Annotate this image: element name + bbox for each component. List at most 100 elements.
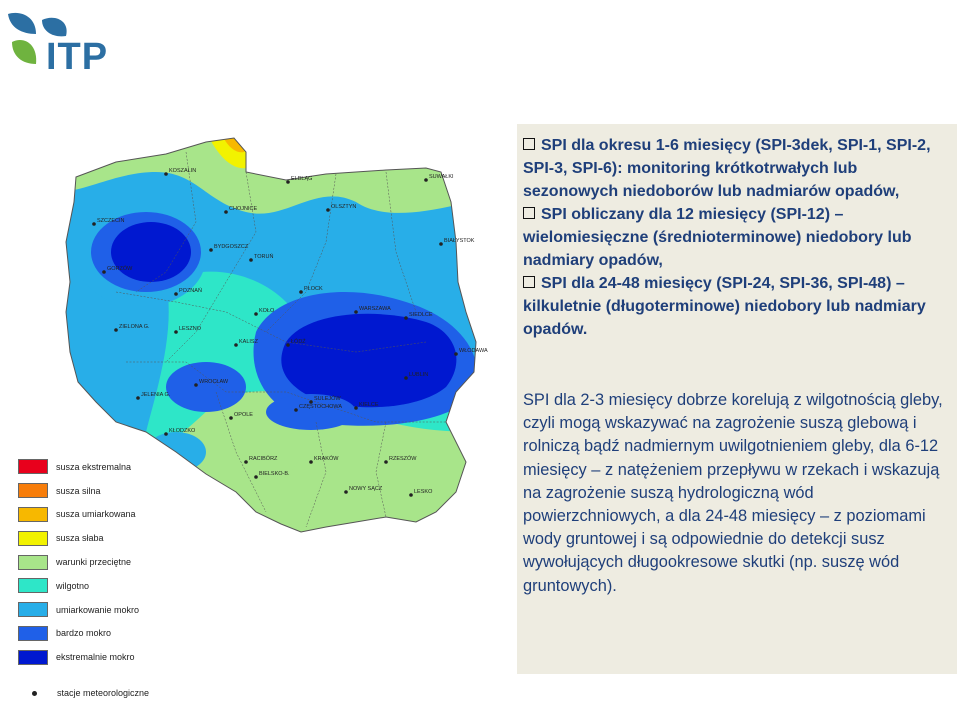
legend-label: wilgotno (56, 580, 90, 591)
legend-label: bardzo mokro (56, 628, 112, 639)
station-marker (404, 316, 408, 320)
city-label: KIELCE (359, 402, 379, 408)
city-label: KRAKÓW (314, 455, 339, 462)
legend-label: susza umiarkowana (56, 509, 136, 520)
station-marker (209, 248, 213, 252)
legend-label: ekstremalnie mokro (56, 652, 135, 663)
station-marker (309, 460, 313, 464)
station-marker (409, 493, 413, 497)
legend-item: ekstremalnie mokro (18, 645, 188, 669)
spi-map: KOSZALIN SUWAŁKI ELBLĄG OLSZTYN CHOJNICE SZCZ… (65, 137, 488, 533)
city-label: POZNAŃ (179, 287, 202, 294)
legend-swatch (18, 625, 48, 641)
city-label: LUBLIN (409, 372, 428, 378)
legend-item: umiarkowanie mokro (18, 598, 188, 622)
itp-logo: ITP (6, 6, 109, 78)
station-dot-icon (32, 690, 37, 696)
legend-swatch (18, 649, 48, 665)
city-label: WARSZAWA (359, 306, 391, 312)
city-label: NOWY SĄCZ (349, 486, 383, 492)
logo-text: ITP (46, 36, 109, 78)
station-marker (254, 312, 258, 316)
legend-label: umiarkowanie mokro (56, 604, 140, 615)
city-label: SUWAŁKI (429, 174, 454, 180)
city-label: SZCZECIN (97, 218, 125, 224)
city-label: PŁOCK (304, 286, 323, 292)
station-marker (254, 475, 258, 479)
city-label: BYDGOSZCZ (214, 244, 249, 250)
legend-swatch (18, 459, 48, 475)
station-marker (249, 258, 253, 262)
station-marker (424, 178, 428, 182)
legend-item: warunki przeciętne (18, 550, 188, 574)
legend-item: susza ekstremalna (18, 455, 188, 479)
city-label: CHOJNICE (229, 206, 257, 212)
legend-item: bardzo mokro (18, 622, 188, 646)
station-marker (92, 222, 96, 226)
station-marker (244, 460, 248, 464)
legend-item: susza słaba (18, 526, 188, 550)
legend-label: warunki przeciętne (56, 557, 132, 568)
legend-station-label: stacje meteorologiczne (57, 688, 150, 699)
station-marker (454, 352, 458, 356)
station-marker (164, 432, 168, 436)
logo-leaves-icon (8, 12, 67, 64)
info-panel: SPI dla okresu 1-6 miesięcy (SPI-3dek, S… (517, 124, 957, 674)
city-label: WŁODAWA (459, 348, 488, 354)
checkbox-bullet-icon (523, 207, 535, 219)
station-marker (194, 383, 198, 387)
legend-item: wilgotno (18, 574, 188, 598)
legend-label: susza słaba (56, 533, 104, 544)
city-label: KOSZALIN (169, 168, 196, 174)
city-label: LESZNO (179, 326, 202, 332)
station-marker (344, 490, 348, 494)
legend-station: stacje meteorologiczne (18, 683, 188, 703)
station-marker (174, 292, 178, 296)
station-marker (229, 416, 233, 420)
city-label: CZĘSTOCHOWA (299, 404, 342, 410)
bullet-list: SPI dla okresu 1-6 miesięcy (SPI-3dek, S… (523, 134, 951, 341)
legend-item: susza silna (18, 479, 188, 503)
station-marker (294, 408, 298, 412)
legend-swatch (18, 530, 48, 546)
legend-swatch (18, 506, 48, 522)
city-label: WROCŁAW (199, 379, 229, 385)
city-label: ŁÓDŹ (291, 338, 306, 345)
city-label: BIAŁYSTOK (444, 238, 475, 244)
city-label: KALISZ (239, 339, 259, 345)
city-label: KŁODZKO (169, 428, 196, 434)
station-marker (114, 328, 118, 332)
station-marker (286, 180, 290, 184)
station-marker (354, 310, 358, 314)
city-label: LESKO (414, 489, 433, 495)
city-label: OLSZTYN (331, 204, 356, 210)
station-marker (164, 172, 168, 176)
station-marker (234, 343, 238, 347)
bullet-spi-long: SPI dla 24-48 miesięcy (SPI-24, SPI-36, … (523, 275, 926, 338)
station-marker (404, 376, 408, 380)
bullet-spi-short: SPI dla okresu 1-6 miesięcy (SPI-3dek, S… (523, 137, 931, 200)
station-marker (354, 406, 358, 410)
legend-swatch (18, 578, 48, 594)
body-paragraph: SPI dla 2-3 miesięcy dobrze korelują z w… (523, 391, 943, 595)
station-marker (136, 396, 140, 400)
checkbox-bullet-icon (523, 138, 535, 150)
legend-label: susza ekstremalna (56, 461, 132, 472)
legend-swatch (18, 554, 48, 570)
station-marker (439, 242, 443, 246)
legend-item: susza umiarkowana (18, 503, 188, 527)
city-label: JELENIA G. (141, 392, 171, 398)
city-label: KOŁO (259, 308, 275, 314)
legend-swatch (18, 602, 48, 618)
city-label: ELBLĄG (291, 176, 312, 182)
bullet-spi-12: SPI obliczany dla 12 miesięcy (SPI-12) –… (523, 206, 912, 269)
legend-swatch (18, 483, 48, 499)
map-legend: susza ekstremalna susza silna susza umiark… (18, 455, 188, 703)
station-marker (102, 270, 106, 274)
city-label: TORUŃ (254, 253, 273, 260)
checkbox-bullet-icon (523, 276, 535, 288)
city-label: BIELSKO-B. (259, 471, 290, 477)
station-marker (384, 460, 388, 464)
legend-label: susza silna (56, 485, 101, 496)
city-label: OPOLE (234, 412, 253, 418)
